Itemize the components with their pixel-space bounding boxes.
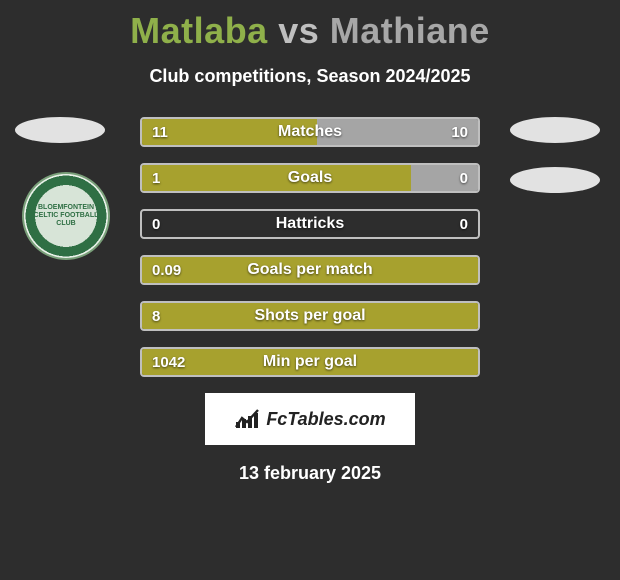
title-player-right: Mathiane: [330, 10, 490, 51]
stat-label: Hattricks: [142, 211, 478, 237]
stat-bars: 1110Matches 10Goals 00Hattricks 0.09Goals p…: [140, 117, 480, 377]
stat-row: 1042Min per goal: [140, 347, 480, 377]
club-logo-text: BLOEMFONTEIN CELTIC FOOTBALL CLUB: [24, 204, 108, 227]
stat-row: 00Hattricks: [140, 209, 480, 239]
brand-text: FcTables.com: [266, 409, 385, 430]
stat-row: 1110Matches: [140, 117, 480, 147]
stat-label: Matches: [142, 119, 478, 145]
stat-row: 0.09Goals per match: [140, 255, 480, 285]
date-text: 13 february 2025: [0, 463, 620, 484]
title-player-left: Matlaba: [130, 10, 268, 51]
subtitle: Club competitions, Season 2024/2025: [0, 66, 620, 87]
player-left-avatar-placeholder: [15, 117, 105, 143]
player-right-avatar-placeholder: [510, 117, 600, 143]
stat-row: 10Goals: [140, 163, 480, 193]
title-vs: vs: [278, 10, 319, 51]
stat-label: Shots per goal: [142, 303, 478, 329]
player-left-club-logo: BLOEMFONTEIN CELTIC FOOTBALL CLUB: [22, 172, 110, 260]
comparison-panel: BLOEMFONTEIN CELTIC FOOTBALL CLUB 1110Ma…: [0, 117, 620, 484]
player-right-club-placeholder: [510, 167, 600, 193]
stat-label: Goals per match: [142, 257, 478, 283]
stat-label: Min per goal: [142, 349, 478, 375]
brand-chart-icon: [234, 408, 260, 430]
page-title: Matlaba vs Mathiane: [0, 0, 620, 52]
brand-badge: FcTables.com: [205, 393, 415, 445]
stat-row: 8Shots per goal: [140, 301, 480, 331]
stat-label: Goals: [142, 165, 478, 191]
